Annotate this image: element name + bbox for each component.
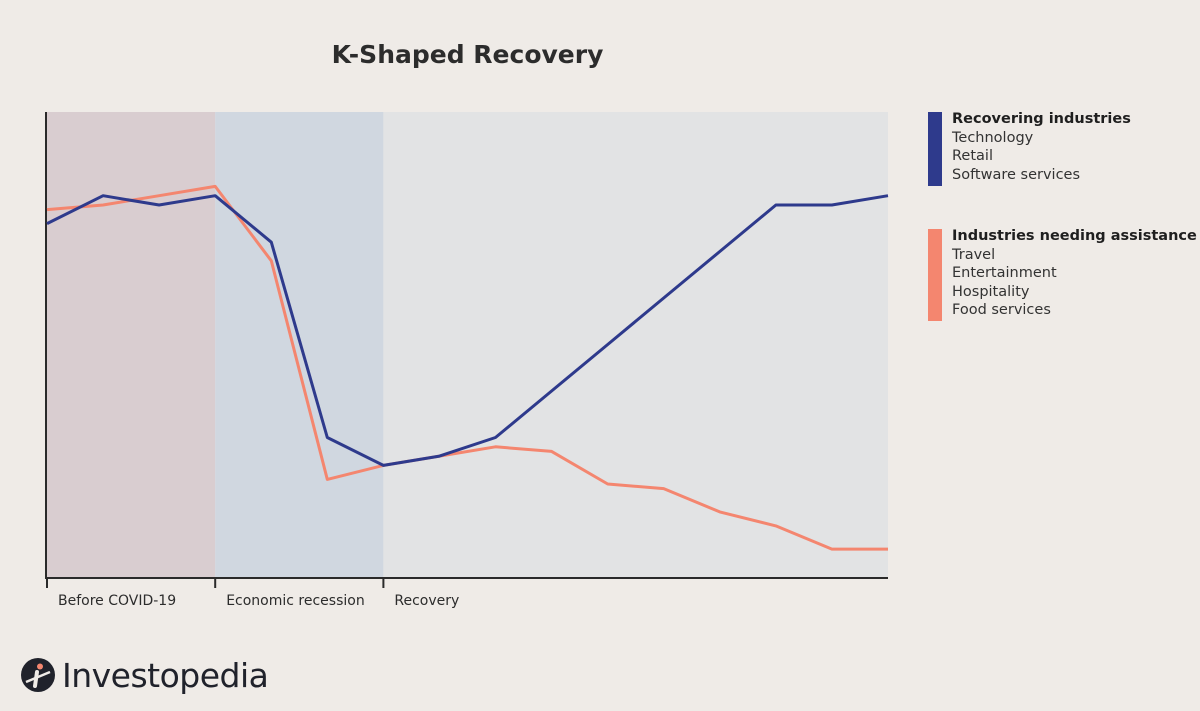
legend-recovering-swatch [928, 112, 942, 186]
legend-assistance-title: Industries needing assistance [952, 228, 1197, 244]
chart-title: K-Shaped Recovery [331, 40, 604, 69]
investopedia-logo: Investopedia [20, 655, 269, 695]
phase-label-economic-recession: Economic recession [226, 593, 365, 609]
legend-item-travel: Travel [952, 246, 996, 263]
legend-item-retail: Retail [952, 148, 993, 164]
legend-assistance-swatch [928, 229, 942, 321]
legend-item-entertainment: Entertainment [952, 265, 1057, 281]
phase-band-before-covid-19 [47, 112, 216, 577]
investopedia-icon [21, 658, 55, 692]
series-line-recovering-industries [46, 194, 889, 467]
phase-label-recovery: Recovery [394, 593, 459, 609]
brand-name: Investopedia [62, 655, 269, 695]
legend-item-software-services: Software services [952, 166, 1081, 183]
legend-item-technology: Technology [952, 129, 1034, 146]
phase-label-before-covid-19: Before COVID-19 [58, 593, 176, 609]
legend-recovering-title: Recovering industries [952, 111, 1131, 127]
series-line-industries-needing-assistance [46, 184, 888, 551]
phase-band-recovery [383, 112, 888, 577]
legend-item-food-services: Food services [952, 302, 1051, 318]
legend-item-hospitality: Hospitality [952, 283, 1030, 300]
